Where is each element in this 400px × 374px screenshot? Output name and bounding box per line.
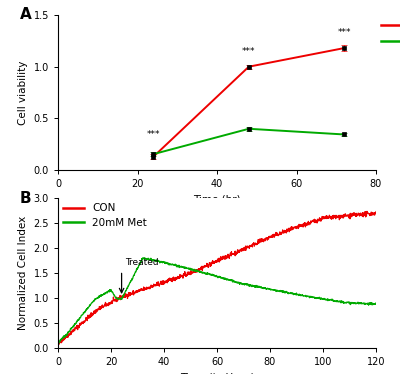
Text: A: A	[20, 7, 32, 22]
Legend: CON, Treated: CON, Treated	[381, 20, 400, 46]
Y-axis label: Normalized Cell Index: Normalized Cell Index	[18, 216, 28, 330]
Text: ***: ***	[147, 130, 160, 139]
Text: B: B	[20, 191, 32, 206]
X-axis label: Time (in Hour): Time (in Hour)	[180, 373, 254, 374]
X-axis label: Time (hr): Time (hr)	[193, 195, 241, 205]
Legend: CON, 20mM Met: CON, 20mM Met	[63, 203, 147, 228]
Text: ***: ***	[242, 47, 256, 56]
Text: Treated: Treated	[126, 258, 159, 267]
Text: ***: ***	[338, 28, 351, 37]
Y-axis label: Cell viability: Cell viability	[18, 60, 28, 125]
